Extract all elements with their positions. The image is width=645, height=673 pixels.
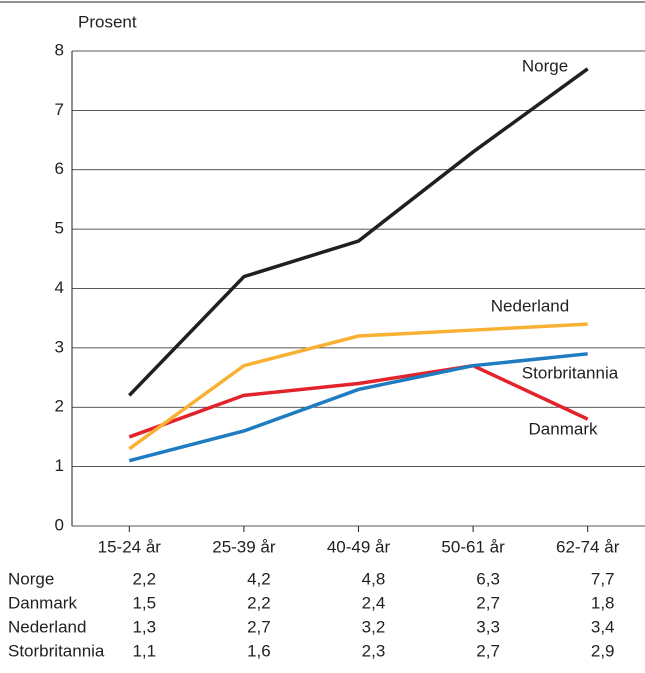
table-value: 2,7 <box>476 641 500 660</box>
x-tick-label: 15-24 år <box>98 537 162 556</box>
series-label: Storbritannia <box>522 363 619 382</box>
table-value: 3,3 <box>476 617 500 636</box>
y-tick-label: 2 <box>55 397 64 416</box>
y-tick-label: 0 <box>55 515 64 534</box>
table-value: 2,3 <box>362 641 386 660</box>
table-value: 6,3 <box>476 569 500 588</box>
table-value: 2,7 <box>476 593 500 612</box>
y-tick-label: 6 <box>55 159 64 178</box>
table-value: 1,8 <box>591 593 615 612</box>
table-row-name: Norge <box>8 569 54 588</box>
x-tick-label: 40-49 år <box>327 537 391 556</box>
table-value: 2,2 <box>132 569 156 588</box>
x-tick-label: 25-39 år <box>212 537 276 556</box>
table-row-name: Danmark <box>8 593 77 612</box>
y-tick-label: 4 <box>55 278 64 297</box>
series-line <box>128 363 589 439</box>
table-value: 2,4 <box>362 593 386 612</box>
table-value: 3,2 <box>362 617 386 636</box>
y-tick-label: 1 <box>55 456 64 475</box>
series-line <box>128 67 589 397</box>
table-value: 1,5 <box>132 593 156 612</box>
table-value: 7,7 <box>591 569 615 588</box>
y-tick-label: 3 <box>55 337 64 356</box>
table-value: 4,2 <box>247 569 271 588</box>
x-tick-label: 62-74 år <box>556 537 620 556</box>
table-value: 3,4 <box>591 617 615 636</box>
series-label: Danmark <box>529 419 598 438</box>
y-axis-label: Prosent <box>78 12 137 31</box>
table-value: 4,8 <box>362 569 386 588</box>
y-tick-label: 5 <box>55 219 64 238</box>
table-row-name: Storbritannia <box>8 641 105 660</box>
x-tick-label: 50-61 år <box>441 537 505 556</box>
table-value: 2,7 <box>247 617 271 636</box>
table-value: 2,2 <box>247 593 271 612</box>
series-label: Nederland <box>491 296 569 315</box>
series-line <box>128 352 588 463</box>
y-tick-label: 8 <box>55 40 64 59</box>
table-value: 2,9 <box>591 641 615 660</box>
series-label: Norge <box>522 56 568 75</box>
table-value: 1,1 <box>132 641 156 660</box>
y-tick-label: 7 <box>55 100 64 119</box>
table-value: 1,3 <box>132 617 156 636</box>
series-line <box>128 322 588 451</box>
table-row-name: Nederland <box>8 617 86 636</box>
table-value: 1,6 <box>247 641 271 660</box>
